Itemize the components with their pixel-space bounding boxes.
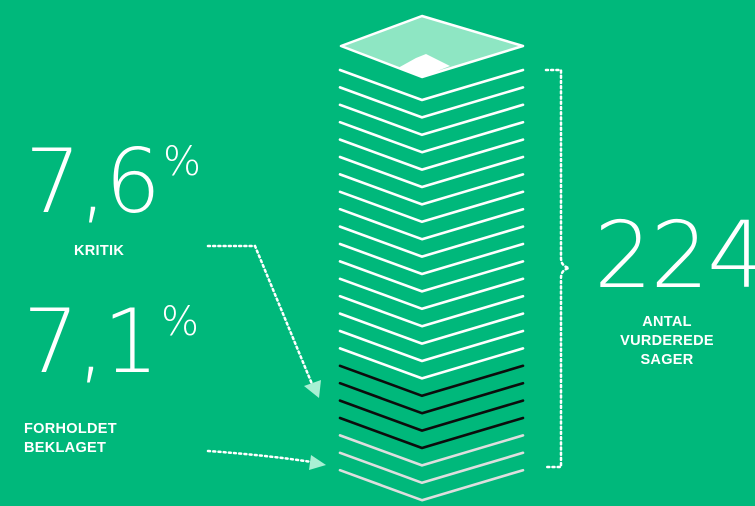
beklaget-label: FORHOLDET BEKLAGET [24, 420, 117, 458]
total-label-line: SAGER [640, 352, 694, 368]
white-chevron [338, 242, 525, 276]
kritik-number: 7,6 [25, 130, 161, 233]
kritik-arrow [206, 244, 321, 398]
total-label-line: ANTAL [642, 314, 692, 330]
white-chevron [338, 138, 525, 171]
beklaget-arrow [206, 449, 326, 470]
white-chevron [338, 120, 525, 154]
kritik-value: 7,6% [25, 138, 201, 226]
white-chevron [338, 329, 525, 363]
bracket [544, 68, 570, 469]
white-chevron [338, 207, 525, 241]
white-chevron [338, 86, 525, 119]
beklaget-value: 7,1% [23, 298, 199, 386]
dark-chevron [338, 399, 525, 432]
beklaget-arrowhead [309, 455, 326, 470]
white-chevron [338, 347, 525, 380]
grey-chevron [338, 451, 525, 485]
white-chevron [338, 277, 525, 311]
white-chevron [338, 155, 525, 189]
total-label: ANTAL VURDEREDE SAGER [604, 313, 730, 370]
kritik-label: KRITIK [74, 243, 125, 259]
white-chevron [338, 312, 525, 345]
kritik-percent-sign: % [162, 139, 201, 185]
white-chevron [338, 260, 525, 293]
white-chevron [338, 68, 525, 102]
chevron-lines [338, 68, 525, 502]
white-chevron [338, 173, 525, 206]
white-chevron [338, 190, 525, 224]
white-chevron [338, 225, 525, 258]
total-label-line: VURDEREDE [620, 333, 714, 349]
beklaget-number: 7,1 [23, 290, 159, 393]
dark-chevron [338, 381, 525, 415]
grey-chevron [338, 434, 525, 467]
beklaget-percent-sign: % [160, 299, 199, 345]
white-chevron [338, 103, 525, 137]
top-sheet [339, 14, 525, 79]
grey-chevron [338, 468, 525, 502]
dark-chevron [338, 364, 525, 398]
white-chevron [338, 294, 525, 328]
kritik-arrowhead [304, 380, 321, 398]
beklaget-label-line: FORHOLDET [24, 421, 117, 437]
total-value: 224 [594, 202, 755, 309]
beklaget-label-line: BEKLAGET [24, 440, 107, 456]
top-sheet-mountain [398, 54, 450, 77]
dark-chevron [338, 416, 525, 450]
